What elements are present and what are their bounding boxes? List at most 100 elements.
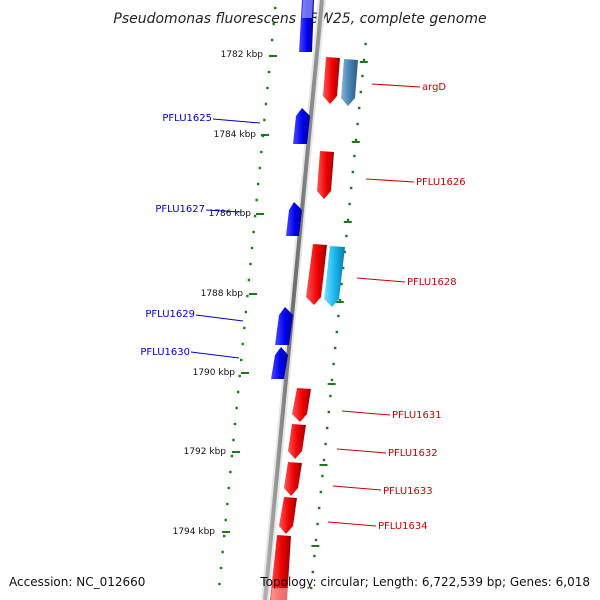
gene-label-PFLU1629[interactable]: PFLU1629 [145,309,195,320]
tick-guide-dot [272,22,275,26]
tick-guide-dot [346,218,350,222]
label-connector [327,521,377,527]
tick-guide-dot [310,586,313,590]
topology-text: Topology: circular; Length: 6,722,539 bp… [259,575,590,589]
label-connector [341,410,391,416]
forward-gene-labels: PFLU1625 PFLU1627 PFLU1629 PFLU1630 [140,113,261,359]
tick-guide-dot [362,58,366,62]
tick-guide-dot [236,390,240,394]
gene-arrow-PFLU1631[interactable] [292,388,311,422]
gene-arrow-PFLU1628-red[interactable] [306,244,327,305]
tick-guide-dot [345,234,348,238]
tick-guide-dot [266,86,269,90]
tick-guide-dot [359,90,362,94]
gene-arrow-bottom-fragment[interactable] [270,535,291,600]
label-connector [195,314,244,322]
tick-guide-dot [250,246,254,250]
label-connector [332,485,382,491]
tick-guide-dot [264,102,268,106]
gene-arrow-PFLU1633[interactable] [284,462,302,496]
tick-guide-dot [243,326,246,330]
tick-guide-dot [241,342,244,346]
reverse-gene-labels: argD PFLU1626 PFLU1628 PFLU1631 PFLU1632… [327,82,466,532]
gene-arrow-bottom-fragment-light [271,588,288,600]
gene-arrow-PFLU1628[interactable] [324,246,345,307]
map-title: Pseudomonas fluorescens SBW25, complete … [113,11,486,27]
tick-guide-dot [221,550,224,554]
label-connector [212,118,261,124]
tick-guide-dot [361,74,364,78]
accession-text: Accession: NC_012660 [9,575,145,589]
tick-guide-dot [314,538,318,542]
gene-label-PFLU1632[interactable]: PFLU1632 [388,448,438,459]
genome-backbone [261,0,326,600]
tick-guide-dot [249,262,252,266]
label-connector [365,178,415,183]
gene-label-PFLU1633[interactable]: PFLU1633 [383,486,433,497]
tick-guide-dot [247,278,251,282]
tick-guide-dot [224,518,227,522]
tick-guide-dot [255,198,258,202]
gene-arrow-PFLU1627[interactable] [286,202,302,236]
tick-guide-dot [240,358,243,362]
gene-label-PFLU1627[interactable]: PFLU1627 [155,204,205,215]
tick-guide-dot [263,118,266,122]
tick-guide-dot [329,394,332,398]
gene-arrow-argD[interactable] [341,59,358,106]
tick-guide-dot [270,38,274,42]
tick-guide-dot [353,154,356,158]
tick-guide-dot [364,42,367,46]
gene-arrow-PFLU1632[interactable] [288,424,306,459]
tick-guide-dot [358,106,361,110]
gene-arrow-PFLU1626[interactable] [317,151,334,199]
kbp-tick-label: 1786 kbp [209,209,252,219]
tick-guide-dot [340,282,343,286]
tick-guide-dot [244,310,247,314]
tick-guide-dot [326,426,329,430]
tick-guide-dot [260,150,263,154]
tick-guide-dot [335,330,338,334]
tick-guide-dot [354,138,358,142]
gene-arrow-PFLU1630[interactable] [271,347,288,379]
gene-label-PFLU1631[interactable]: PFLU1631 [392,410,442,421]
tick-guide-dot [230,454,234,458]
gene-arrow-top-fragment-light [302,0,313,18]
gene-arrow-PFLU1634[interactable] [279,497,297,534]
tick-guide-dot [232,438,235,442]
gene-arrow-argD-red[interactable] [323,57,340,104]
gene-label-PFLU1630[interactable]: PFLU1630 [140,347,190,358]
tick-guide-dot [351,170,354,174]
tick-guide-dot [334,346,337,350]
gene-label-PFLU1625[interactable]: PFLU1625 [162,113,212,124]
label-connector [190,351,240,359]
tick-guide-dot [274,6,277,10]
tick-guide-dot [319,490,322,494]
gene-arrow-PFLU1625[interactable] [293,108,310,144]
kbp-axis: 1782 kbp 1784 kbp 1786 kbp 1788 kbp 1790… [173,50,277,537]
tick-guide-dot [342,266,345,270]
label-connector [371,83,421,88]
tick-guide-dot [322,458,326,462]
kbp-tick-label: 1792 kbp [184,447,227,457]
tick-guide-dot [229,470,232,474]
label-connector [356,277,406,283]
gene-arrow-PFLU1629[interactable] [275,307,293,345]
kbp-tick-label: 1782 kbp [221,50,264,60]
tick-guide-dot [324,442,327,446]
gene-label-PFLU1634[interactable]: PFLU1634 [378,521,428,532]
label-connector [205,209,242,213]
tick-guide-dot [330,378,334,382]
tick-guide-dot [311,570,314,574]
gene-label-argD[interactable]: argD [422,82,446,93]
gene-label-PFLU1628[interactable]: PFLU1628 [407,277,457,288]
gene-label-PFLU1626[interactable]: PFLU1626 [416,177,466,188]
tick-guide-dot [238,374,241,378]
tick-guides [218,6,368,590]
tick-guide-dot [337,314,340,318]
tick-guide-dot [318,506,321,510]
kbp-tick-label: 1794 kbp [173,527,216,537]
tick-guide-dot [258,166,261,170]
tick-guide-dot [252,230,255,234]
